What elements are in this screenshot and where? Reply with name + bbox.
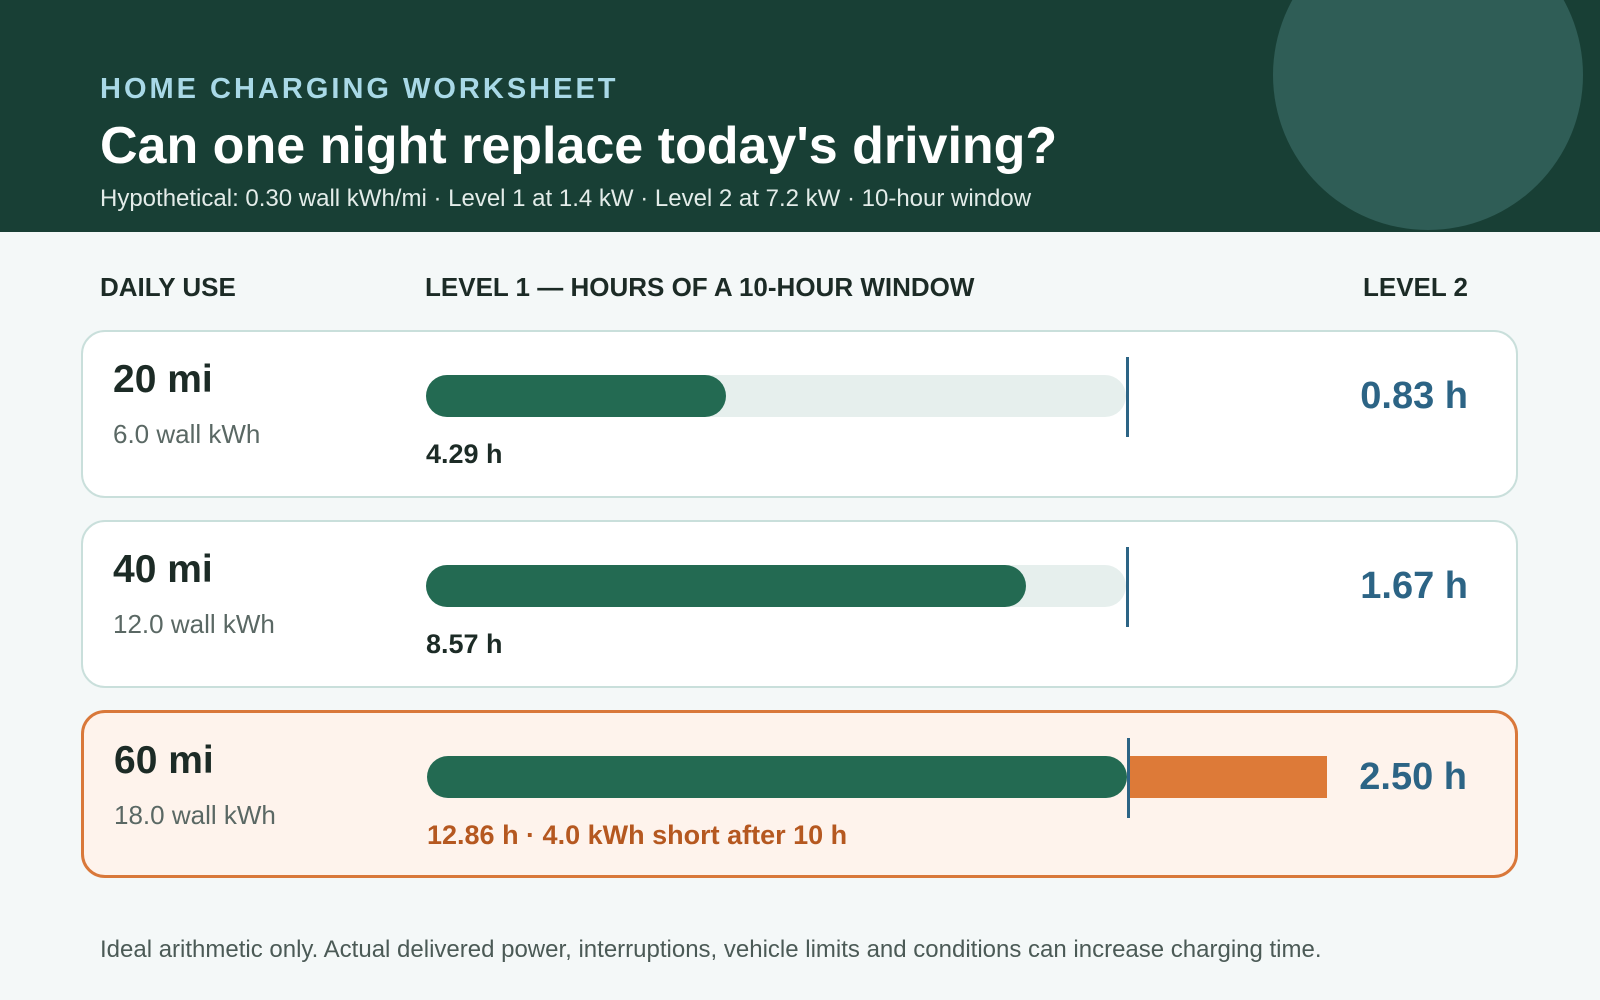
level1-hours-label: 4.29 h (426, 439, 503, 469)
level2-hours-label: 2.50 h (1359, 756, 1467, 798)
column-header-level1: LEVEL 1 — HOURS OF A 10-HOUR WINDOW (425, 272, 975, 302)
level1-bar (426, 565, 1026, 607)
kicker: HOME CHARGING WORKSHEET (100, 73, 619, 105)
footnote: Ideal arithmetic only. Actual delivered … (100, 936, 1322, 963)
window-limit-marker (1126, 547, 1129, 627)
daily-miles: 20 mi (113, 358, 213, 401)
chart-row: 40 mi 12.0 wall kWh 8.57 h 1.67 h (81, 520, 1518, 688)
level1-bar (427, 756, 1127, 798)
shortfall-bar (1127, 756, 1327, 798)
chart-row: 20 mi 6.0 wall kWh 4.29 h 0.83 h (81, 330, 1518, 498)
window-limit-marker (1127, 738, 1130, 818)
window-limit-marker (1126, 357, 1129, 437)
wall-kwh: 12.0 wall kWh (113, 609, 275, 639)
chart-row: 60 mi 18.0 wall kWh 12.86 h · 4.0 kWh shor… (81, 710, 1518, 878)
column-header-daily-use: DAILY USE (100, 272, 236, 302)
page-title: Can one night replace today's driving? (100, 117, 1058, 175)
level1-hours-label: 8.57 h (426, 629, 503, 659)
level1-hours-label: 12.86 h · 4.0 kWh short after 10 h (427, 820, 848, 850)
wall-kwh: 6.0 wall kWh (113, 419, 261, 449)
wall-kwh: 18.0 wall kWh (114, 800, 276, 830)
level2-hours-label: 0.83 h (1360, 375, 1468, 417)
column-header-level2: LEVEL 2 (1362, 272, 1468, 302)
level1-bar (426, 375, 727, 417)
level2-hours-label: 1.67 h (1360, 565, 1468, 607)
daily-miles: 60 mi (114, 739, 214, 782)
header: HOME CHARGING WORKSHEET Can one night re… (0, 0, 1600, 232)
decorative-circle (1273, 0, 1583, 230)
daily-miles: 40 mi (113, 548, 213, 591)
subtitle: Hypothetical: 0.30 wall kWh/mi · Level 1… (100, 185, 1032, 212)
